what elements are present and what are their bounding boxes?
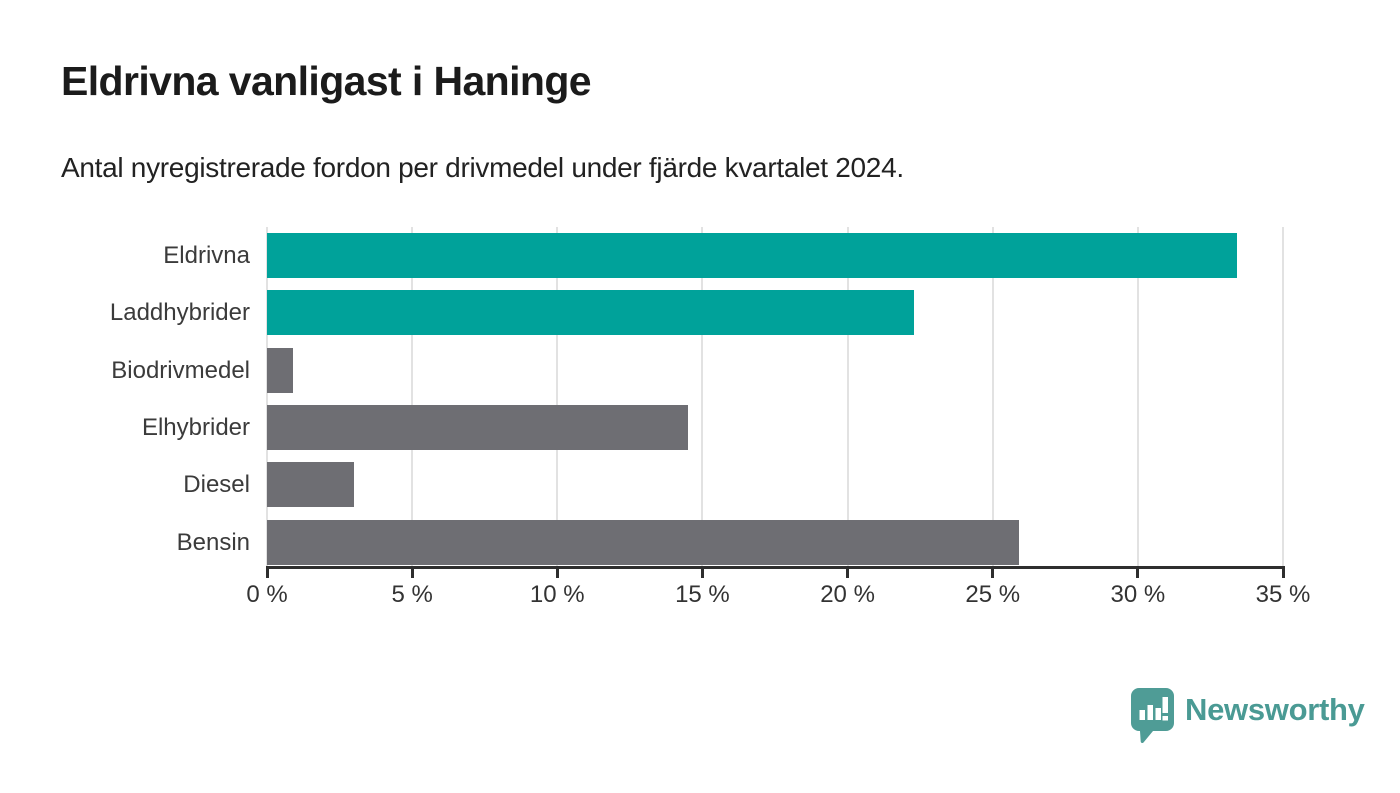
category-label-biodrivmedel: Biodrivmedel [111, 356, 250, 384]
bar-eldrivna [267, 233, 1237, 278]
x-tick-label-25: 25 % [965, 581, 1021, 608]
x-tick-label-5: 5 % [391, 581, 433, 608]
x-tick-30 [1136, 569, 1140, 578]
category-label-diesel: Diesel [183, 471, 250, 499]
logo-bar-small [1139, 710, 1145, 720]
chart-title: Eldrivna vanligast i Haninge [61, 58, 592, 104]
bar-elhybrider [267, 404, 688, 450]
newsworthy-logo-icon [1131, 688, 1174, 743]
category-label-laddhybrider: Laddhybrider [109, 299, 250, 327]
x-tick-15 [700, 569, 704, 578]
x-tick-label-10: 10 % [529, 581, 585, 608]
logo-exclamation-dot [1162, 716, 1168, 721]
category-label-bensin: Bensin [176, 528, 250, 556]
bar-biodrivmedel [267, 347, 294, 393]
x-axis-line [266, 566, 1285, 569]
x-tick-label-35: 35 % [1255, 581, 1311, 608]
bar-laddhybrider [267, 290, 915, 336]
x-tick-0 [265, 569, 269, 578]
gridline-20 [846, 227, 849, 567]
x-tick-5 [410, 569, 414, 578]
category-label-eldrivna: Eldrivna [163, 242, 250, 269]
gridline-30 [1136, 227, 1139, 567]
gridline-35 [1282, 227, 1284, 567]
gridline-10 [556, 227, 559, 567]
gridline-15 [701, 227, 704, 567]
x-tick-35 [1281, 569, 1285, 578]
chart-subtitle: Antal nyregistrerade fordon per drivmede… [61, 152, 904, 183]
logo-exclamation-bar [1162, 697, 1168, 713]
gridline-0 [266, 227, 268, 567]
bar-bensin [267, 519, 1019, 565]
newsworthy-wordmark: Newsworthy [1185, 692, 1365, 727]
x-tick-label-0: 0 % [246, 581, 288, 608]
newsworthy-logo: Newsworthy [1131, 688, 1365, 743]
x-tick-label-30: 30 % [1110, 581, 1166, 608]
x-tick-10 [555, 569, 559, 578]
bar-diesel [267, 462, 355, 508]
x-tick-25 [991, 569, 995, 578]
logo-bar-tall [1155, 708, 1161, 720]
category-label-elhybrider: Elhybrider [141, 413, 250, 441]
gridline-5 [411, 227, 414, 567]
x-tick-label-15: 15 % [675, 581, 730, 608]
plot-area [266, 227, 1284, 567]
logo-bar-medium [1147, 705, 1153, 720]
x-tick-label-20: 20 % [820, 581, 875, 608]
x-tick-20 [846, 569, 850, 578]
gridline-25 [991, 227, 994, 567]
